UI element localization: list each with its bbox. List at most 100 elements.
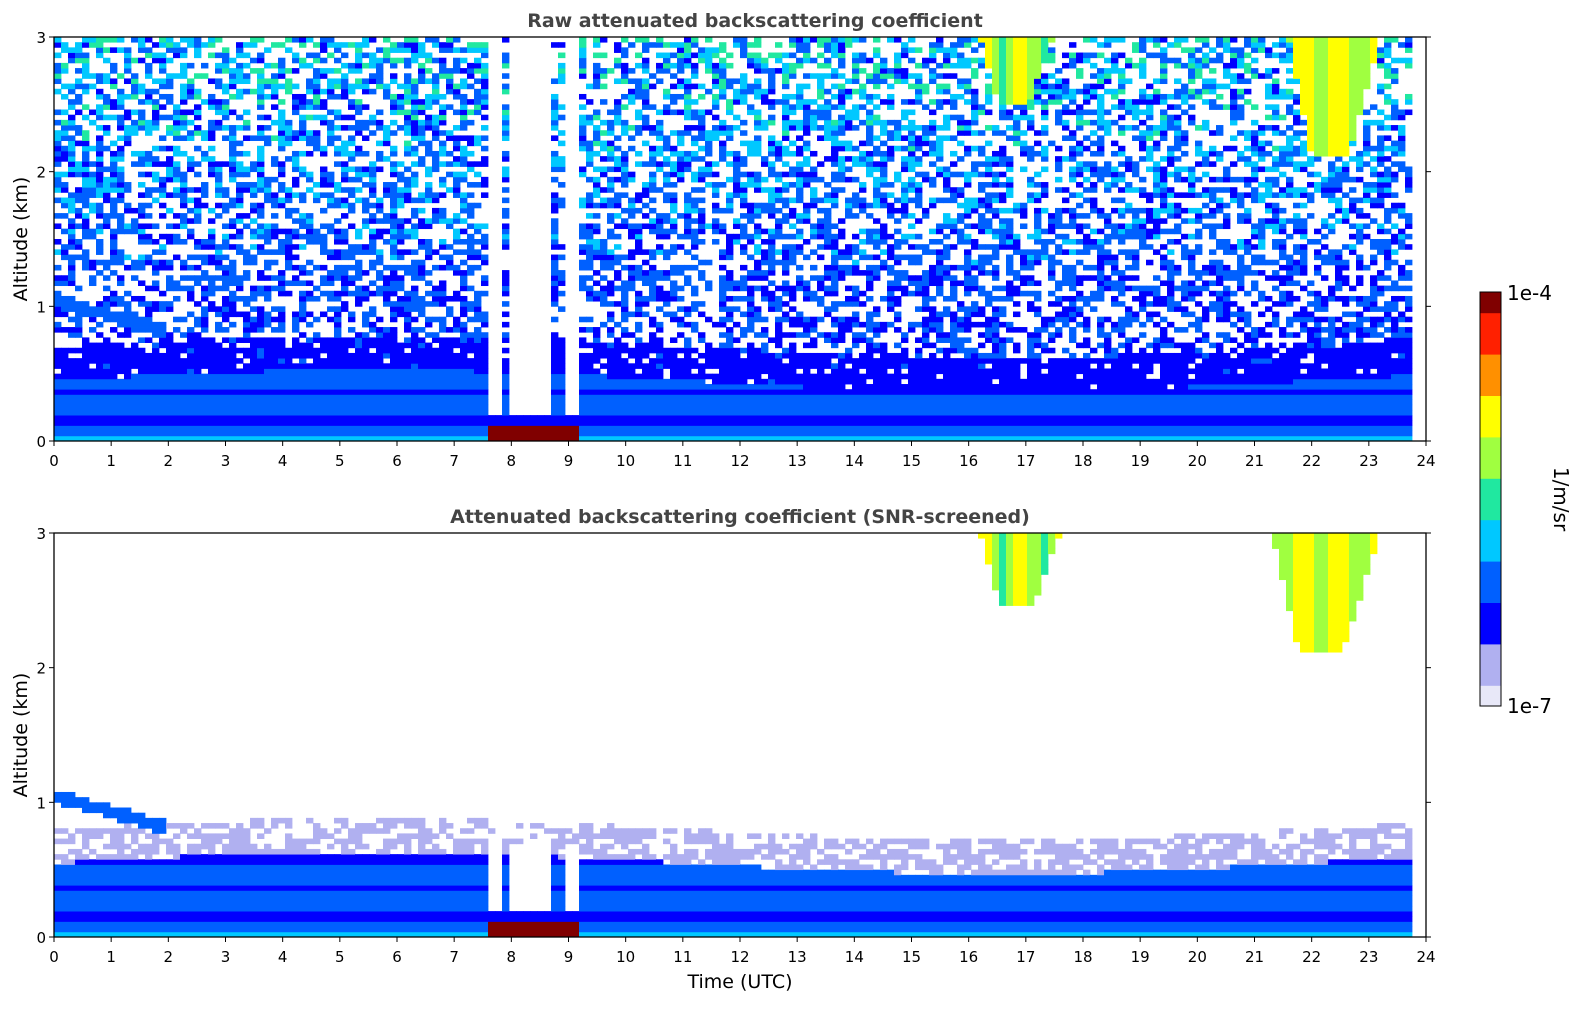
heatmap-cell xyxy=(292,156,299,162)
heatmap-cell xyxy=(467,42,474,48)
heatmap-cell xyxy=(558,270,565,276)
heatmap-cell xyxy=(439,425,446,431)
heatmap-cell xyxy=(754,363,761,369)
heatmap-cell xyxy=(775,353,782,359)
heatmap-cell xyxy=(635,353,642,359)
heatmap-cell xyxy=(89,312,96,318)
heatmap-cell xyxy=(54,156,61,162)
heatmap-cell xyxy=(397,223,404,229)
heatmap-cell xyxy=(75,394,82,400)
heatmap-cell xyxy=(299,384,306,390)
heatmap-cell xyxy=(558,358,565,364)
heatmap-cell xyxy=(551,265,558,271)
heatmap-cell xyxy=(306,53,313,59)
heatmap-cell xyxy=(432,84,439,90)
heatmap-cell xyxy=(89,343,96,349)
heatmap-cell xyxy=(411,182,418,188)
heatmap-cell xyxy=(740,192,747,198)
heatmap-cell xyxy=(110,270,117,276)
heatmap-cell xyxy=(194,73,201,79)
heatmap-cell xyxy=(194,213,201,219)
heatmap-cell xyxy=(215,327,222,333)
heatmap-cell xyxy=(754,58,761,64)
heatmap-cell xyxy=(138,42,145,48)
heatmap-cell xyxy=(446,410,453,416)
heatmap-cell xyxy=(789,296,796,302)
heatmap-cell xyxy=(68,161,75,167)
heatmap-cell xyxy=(768,213,775,219)
heatmap-cell xyxy=(761,379,768,385)
heatmap-cell xyxy=(579,166,586,172)
heatmap-cell xyxy=(292,135,299,141)
heatmap-cell xyxy=(299,135,306,141)
heatmap-cell xyxy=(292,348,299,354)
heatmap-cell xyxy=(656,244,663,250)
heatmap-cell xyxy=(103,400,110,406)
heatmap-cell xyxy=(747,343,754,349)
heatmap-cell xyxy=(159,368,166,374)
heatmap-cell xyxy=(201,306,208,312)
heatmap-cell xyxy=(355,110,362,116)
heatmap-cell xyxy=(145,306,152,312)
heatmap-cell xyxy=(607,394,614,400)
heatmap-cell xyxy=(719,42,726,48)
heatmap-cell xyxy=(306,384,313,390)
heatmap-cell xyxy=(411,161,418,167)
heatmap-cell xyxy=(453,37,460,43)
heatmap-cell xyxy=(362,410,369,416)
heatmap-cell xyxy=(166,337,173,343)
heatmap-cell xyxy=(383,53,390,59)
heatmap-cell xyxy=(362,431,369,437)
heatmap-cell xyxy=(684,394,691,400)
heatmap-cell xyxy=(173,187,180,193)
heatmap-cell xyxy=(285,410,292,416)
heatmap-cell xyxy=(474,379,481,385)
heatmap-cell xyxy=(698,130,705,136)
heatmap-cell xyxy=(390,384,397,390)
heatmap-cell xyxy=(180,286,187,292)
heatmap-cell xyxy=(635,394,642,400)
heatmap-cell xyxy=(481,405,488,411)
heatmap-cell xyxy=(754,368,761,374)
heatmap-cell xyxy=(208,348,215,354)
heatmap-cell xyxy=(313,389,320,395)
heatmap-cell xyxy=(222,358,229,364)
heatmap-cell xyxy=(747,317,754,323)
heatmap-cell xyxy=(229,405,236,411)
heatmap-cell xyxy=(796,146,803,152)
heatmap-cell xyxy=(383,218,390,224)
heatmap-cell xyxy=(68,198,75,204)
heatmap-cell xyxy=(775,317,782,323)
heatmap-cell xyxy=(61,389,68,395)
heatmap-cell xyxy=(236,358,243,364)
heatmap-cell xyxy=(705,151,712,157)
heatmap-cell xyxy=(96,425,103,431)
heatmap-cell xyxy=(124,332,131,338)
heatmap-cell xyxy=(754,37,761,43)
heatmap-cell xyxy=(719,275,726,281)
heatmap-cell xyxy=(257,53,264,59)
heatmap-cell xyxy=(551,120,558,126)
heatmap-cell xyxy=(54,187,61,193)
heatmap-cell xyxy=(432,301,439,307)
heatmap-cell xyxy=(474,265,481,271)
heatmap-cell xyxy=(187,234,194,240)
heatmap-cell xyxy=(215,348,222,354)
heatmap-cell xyxy=(544,431,551,437)
heatmap-cell xyxy=(425,374,432,380)
heatmap-cell xyxy=(299,265,306,271)
heatmap-cell xyxy=(698,431,705,437)
heatmap-cell xyxy=(54,120,61,126)
heatmap-cell xyxy=(712,161,719,167)
heatmap-cell xyxy=(446,104,453,110)
heatmap-cell xyxy=(383,374,390,380)
heatmap-cell xyxy=(740,384,747,390)
heatmap-cell xyxy=(740,37,747,43)
heatmap-cell xyxy=(656,249,663,255)
heatmap-cell xyxy=(376,363,383,369)
heatmap-cell xyxy=(285,374,292,380)
heatmap-cell xyxy=(103,420,110,426)
heatmap-cell xyxy=(201,187,208,193)
heatmap-cell xyxy=(362,203,369,209)
heatmap-cell xyxy=(621,301,628,307)
